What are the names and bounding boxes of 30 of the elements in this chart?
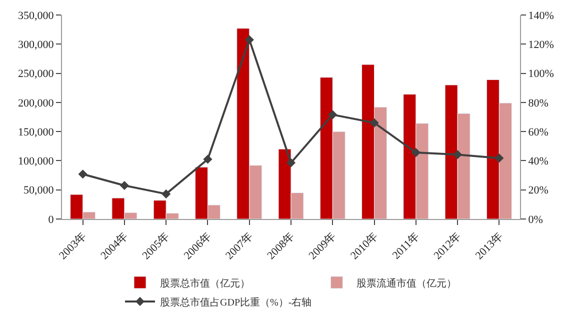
y2-tick-label: 80% — [528, 97, 548, 110]
y2-tick-label: 20% — [528, 184, 548, 197]
y2-tick-label: 40% — [528, 156, 548, 168]
point — [328, 110, 338, 120]
point — [162, 189, 171, 198]
point — [286, 158, 296, 168]
y-tick-label: 50,000 — [24, 184, 54, 197]
y-tick-label: 100,000 — [18, 156, 54, 168]
point — [78, 170, 88, 179]
y2-tick-label: 0% — [528, 214, 543, 226]
y2-tick-label: 100% — [528, 68, 554, 80]
point — [203, 154, 212, 164]
y2-tick-label: 60% — [528, 126, 548, 138]
y-tick-label: 150,000 — [18, 126, 54, 138]
point — [370, 118, 379, 128]
y-tick-label: 300,000 — [18, 38, 54, 51]
point — [411, 148, 420, 158]
y-tick-label: 200,000 — [18, 97, 54, 110]
point — [494, 154, 504, 163]
point — [244, 35, 254, 44]
y2-tick-label: 120% — [528, 38, 554, 51]
point — [120, 180, 129, 190]
point — [453, 150, 462, 160]
y-tick-label: 350,000 — [18, 10, 54, 22]
legend-label: 股票流通市值（亿元） — [356, 277, 457, 290]
y2-tick-label: 140% — [528, 10, 554, 22]
legend-label: 股票总市值（亿元） — [160, 277, 250, 290]
y-tick-label: 250,000 — [18, 68, 54, 80]
y-tick-label: 0 — [48, 214, 54, 226]
legend-label: 股票总市值占GDP比重（%）-右轴 — [160, 296, 312, 308]
